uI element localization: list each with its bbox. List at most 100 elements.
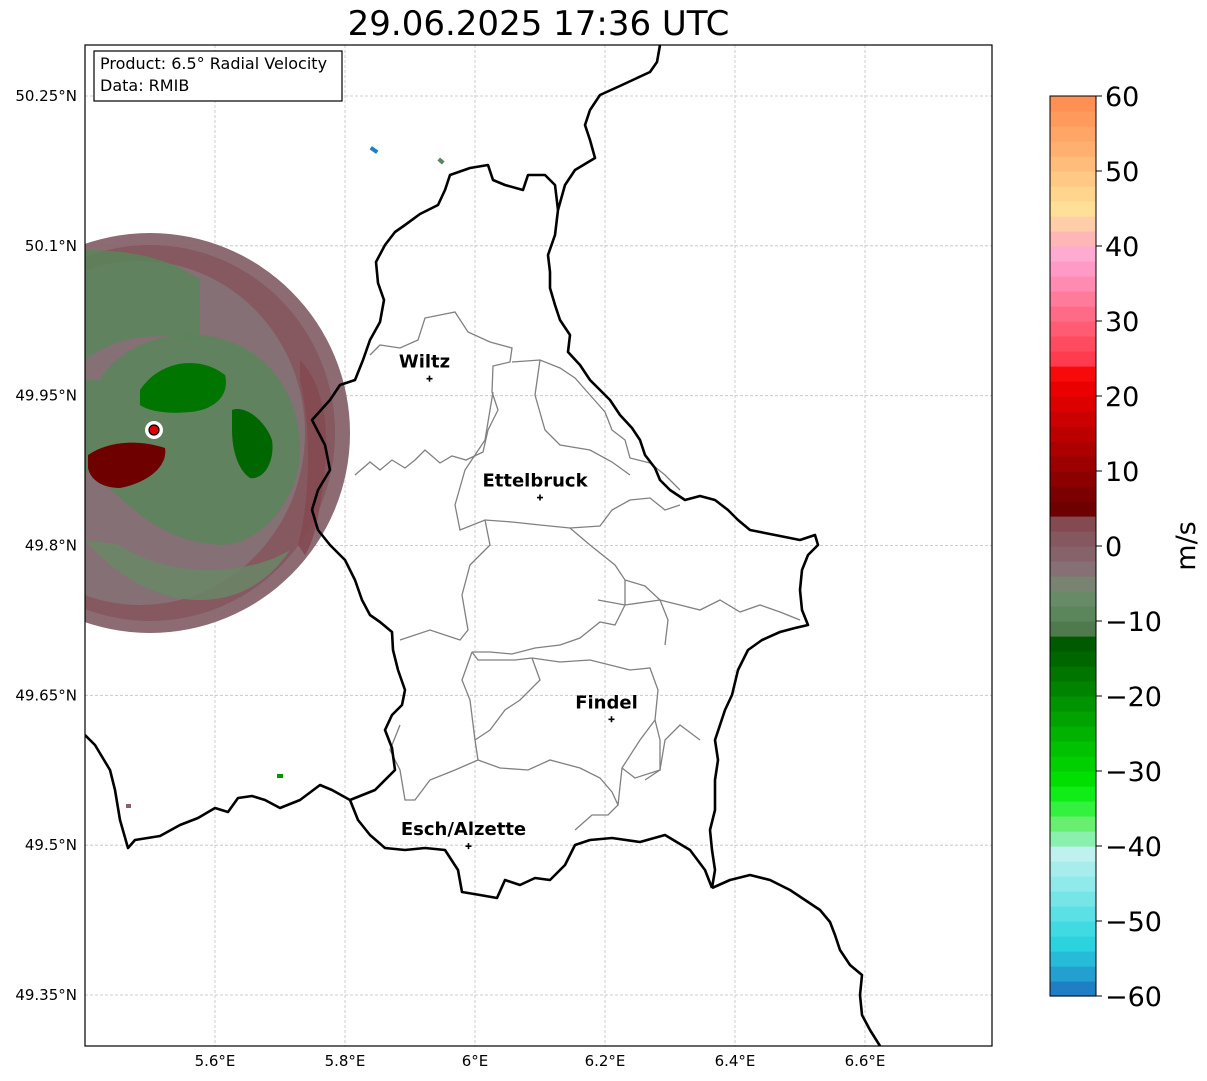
city-markers: Wiltz Ettelbruck Findel Esch/Alzette xyxy=(399,352,638,850)
colorbar-segment xyxy=(1050,291,1096,307)
colorbar-segment xyxy=(1050,921,1096,937)
colorbar-segment xyxy=(1050,261,1096,277)
colorbar-tick-label: 0 xyxy=(1105,532,1122,563)
colorbar-segment xyxy=(1050,801,1096,817)
colorbar-segment xyxy=(1050,966,1096,982)
colorbar-segment xyxy=(1050,426,1096,442)
colorbar-tick-label: −60 xyxy=(1105,982,1162,1013)
colorbar-segment xyxy=(1050,171,1096,187)
colorbar-segment xyxy=(1050,591,1096,607)
colorbar-segment xyxy=(1050,576,1096,592)
radar-site-marker xyxy=(148,424,160,436)
lat-tick-label: 49.65°N xyxy=(15,686,77,704)
colorbar-segment xyxy=(1050,141,1096,157)
colorbar-segment xyxy=(1050,156,1096,172)
lon-tick-label: 6.2°E xyxy=(585,1052,626,1070)
colorbar-segment xyxy=(1050,651,1096,667)
colorbar-segment xyxy=(1050,336,1096,352)
colorbar-segment xyxy=(1050,126,1096,142)
lat-tick-label: 49.35°N xyxy=(15,986,77,1004)
colorbar-segment xyxy=(1050,891,1096,907)
city-label: Esch/Alzette xyxy=(401,819,526,840)
lon-tick-label: 6.6°E xyxy=(845,1052,886,1070)
colorbar-segment xyxy=(1050,696,1096,712)
colorbar-segment xyxy=(1050,711,1096,727)
lon-tick-label: 5.8°E xyxy=(325,1052,366,1070)
lat-tick-label: 50.1°N xyxy=(25,237,77,255)
colorbar-tick-label: 40 xyxy=(1105,232,1139,263)
colorbar-segment xyxy=(1050,831,1096,847)
country-borders xyxy=(85,45,882,1046)
colorbar-segment xyxy=(1050,366,1096,382)
city-label: Ettelbruck xyxy=(482,471,588,492)
city-label: Wiltz xyxy=(399,352,450,373)
colorbar-segment xyxy=(1050,771,1096,787)
colorbar-segment xyxy=(1050,501,1096,517)
colorbar-segment xyxy=(1050,456,1096,472)
colorbar-segment xyxy=(1050,756,1096,772)
city-marker xyxy=(465,843,472,850)
info-box: Product: 6.5° Radial Velocity Data: RMIB xyxy=(93,50,343,102)
colorbar-tick-label: 60 xyxy=(1105,82,1139,113)
colorbar-tick-label: −40 xyxy=(1105,832,1162,863)
map-title: 29.06.2025 17:36 UTC xyxy=(347,4,730,44)
colorbar-segment xyxy=(1050,726,1096,742)
colorbar-segment xyxy=(1050,906,1096,922)
colorbar-segment xyxy=(1050,96,1096,112)
colorbar-segment xyxy=(1050,786,1096,802)
lat-tick-label: 50.25°N xyxy=(15,87,77,105)
colorbar-segment xyxy=(1050,876,1096,892)
colorbar-segment xyxy=(1050,486,1096,502)
axis-ticks: 50.25°N 50.1°N 49.95°N 49.8°N 49.65°N 49.5°N 4… xyxy=(15,87,885,1070)
info-source: Data: RMIB xyxy=(100,76,189,95)
colorbar-tick-label: −20 xyxy=(1105,682,1162,713)
colorbar-segment xyxy=(1050,981,1096,997)
colorbar-segment xyxy=(1050,846,1096,862)
colorbar-segment xyxy=(1050,111,1096,127)
colorbar-segment xyxy=(1050,231,1096,247)
colorbar-segment xyxy=(1050,681,1096,697)
colorbar-segment xyxy=(1050,636,1096,652)
colorbar-segment xyxy=(1050,186,1096,202)
colorbar-tick-label: −30 xyxy=(1105,757,1162,788)
lat-tick-label: 49.95°N xyxy=(15,387,77,405)
colorbar-tick-label: −50 xyxy=(1105,907,1162,938)
colorbar-segment xyxy=(1050,246,1096,262)
colorbar-segment xyxy=(1050,441,1096,457)
colorbar-segment xyxy=(1050,621,1096,637)
lon-tick-label: 6°E xyxy=(462,1052,489,1070)
colorbar-segment xyxy=(1050,321,1096,337)
colorbar-segment xyxy=(1050,861,1096,877)
colorbar-segment xyxy=(1050,951,1096,967)
colorbar-segment xyxy=(1050,381,1096,397)
colorbar-segment xyxy=(1050,816,1096,832)
info-product: Product: 6.5° Radial Velocity xyxy=(100,54,327,73)
colorbar-tick-label: 30 xyxy=(1105,307,1139,338)
colorbar-tick-label: 10 xyxy=(1105,457,1139,488)
plot-frame xyxy=(84,44,993,1047)
colorbar-tick-label: 20 xyxy=(1105,382,1139,413)
colorbar-segment xyxy=(1050,531,1096,547)
colorbar-label: m/s xyxy=(1171,521,1202,570)
colorbar-segment xyxy=(1050,411,1096,427)
colorbar-segment xyxy=(1050,396,1096,412)
colorbar-segment xyxy=(1050,471,1096,487)
colorbar-segment xyxy=(1050,741,1096,757)
colorbar-segment xyxy=(1050,516,1096,532)
city-label: Findel xyxy=(575,692,638,713)
lon-tick-label: 5.6°E xyxy=(195,1052,236,1070)
lat-tick-label: 49.5°N xyxy=(25,836,77,854)
city-marker xyxy=(537,494,543,501)
city-marker xyxy=(608,716,615,723)
colorbar-segment xyxy=(1050,351,1096,367)
colorbar-segment xyxy=(1050,606,1096,622)
colorbar-segment xyxy=(1050,666,1096,682)
colorbar-tick-label: −10 xyxy=(1105,607,1162,638)
lon-tick-label: 6.4°E xyxy=(715,1052,756,1070)
colorbar-segment xyxy=(1050,306,1096,322)
colorbar-segment xyxy=(1050,201,1096,217)
city-marker xyxy=(426,375,433,382)
colorbar-segment xyxy=(1050,546,1096,562)
colorbar: 60 50 40 30 20 10 0 −10 −20 −30 −40 −50 −60 xyxy=(1049,82,1162,1013)
